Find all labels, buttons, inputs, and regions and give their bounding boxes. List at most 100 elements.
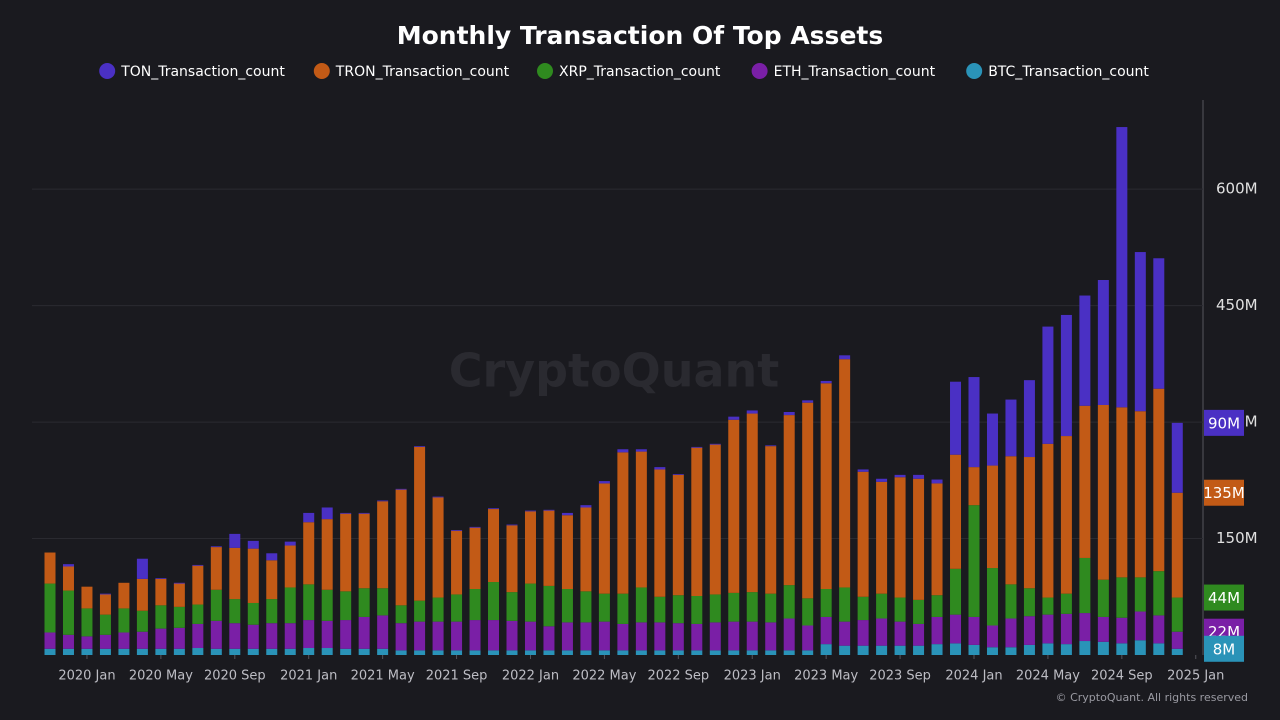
- bar-segment: [395, 488, 407, 490]
- bar-segment: [432, 496, 444, 498]
- bar-segment: [746, 410, 758, 414]
- bar-segment: [839, 645, 851, 655]
- bar-segment: [654, 650, 666, 655]
- bar-segment: [839, 359, 851, 588]
- bar-segment: [931, 616, 943, 645]
- bar-segment: [1153, 571, 1165, 616]
- bar-segment: [1042, 326, 1054, 444]
- bar-segment: [561, 650, 573, 655]
- bar-segment: [247, 648, 259, 655]
- bar-segment: [691, 446, 703, 448]
- bar-segment: [857, 471, 869, 597]
- bar-segment: [1153, 643, 1165, 655]
- bar-segment: [1042, 443, 1054, 598]
- bar-segment: [451, 650, 463, 655]
- bar-segment: [506, 650, 518, 655]
- bar-segment: [469, 650, 481, 655]
- bar-segment: [1023, 380, 1035, 458]
- bar-segment: [469, 527, 481, 590]
- bar-segment: [876, 481, 888, 594]
- bar-segment: [950, 568, 962, 615]
- y-tick-label: 600M: [1216, 180, 1258, 198]
- bar-segment: [173, 648, 185, 655]
- bar-segment: [377, 500, 389, 502]
- bar-segment: [395, 623, 407, 651]
- bar-segment: [1060, 613, 1072, 645]
- legend-marker: [966, 63, 983, 79]
- bar-segment: [155, 605, 167, 629]
- bar-segment: [524, 510, 536, 512]
- bar-segment: [340, 620, 352, 649]
- bar-segment: [783, 411, 795, 416]
- bar-segment: [321, 507, 333, 520]
- bar-segment: [728, 419, 740, 593]
- bar-segment: [617, 623, 629, 651]
- bar-segment: [1023, 588, 1035, 617]
- bar-segment: [968, 505, 980, 617]
- bar-segment: [931, 644, 943, 655]
- bar-segment: [709, 622, 721, 651]
- bar-segment: [229, 599, 241, 624]
- bar-segment: [765, 593, 777, 623]
- bar-segment: [802, 598, 814, 626]
- bar-segment: [1116, 617, 1128, 644]
- bar-segment: [451, 621, 463, 651]
- bar-segment: [1153, 258, 1165, 389]
- bar-segment: [617, 593, 629, 624]
- x-tick-label: 2023 May: [794, 669, 858, 684]
- bar-segment: [986, 413, 998, 466]
- bar-segment: [173, 583, 185, 607]
- bar-segment: [266, 560, 278, 600]
- bar-segment: [1079, 557, 1091, 614]
- bar-segment: [672, 474, 684, 475]
- bar-segment: [62, 634, 74, 649]
- bar-segment: [358, 512, 370, 514]
- bar-segment: [1079, 405, 1091, 558]
- bar-segment: [284, 541, 296, 546]
- bar-segment: [728, 592, 740, 622]
- bar-segment: [1134, 611, 1146, 641]
- x-tick-label: 2023 Jan: [724, 669, 781, 684]
- bar-segment: [968, 467, 980, 506]
- bar-segment: [321, 620, 333, 649]
- badge-bg: [1204, 635, 1244, 662]
- bar-segment: [635, 449, 647, 452]
- bar-segment: [377, 501, 389, 589]
- bar-segment: [266, 599, 278, 624]
- bar-segment: [469, 526, 481, 528]
- bar-segment: [931, 479, 943, 484]
- bar-segment: [1134, 640, 1146, 655]
- bar-segment: [820, 589, 832, 617]
- bar-segment: [839, 355, 851, 360]
- bar-segment: [488, 509, 500, 583]
- x-tick-label: 2023 Sep: [869, 669, 931, 684]
- bar-segment: [931, 483, 943, 596]
- bar-segment: [709, 444, 721, 595]
- bar-segment: [62, 590, 74, 635]
- bar-segment: [377, 648, 389, 655]
- bar-segment: [358, 513, 370, 589]
- bar-segment: [1134, 411, 1146, 578]
- bar-segment: [894, 477, 906, 598]
- bar-segment: [820, 383, 832, 590]
- bar-segment: [340, 648, 352, 655]
- bar-segment: [1060, 644, 1072, 655]
- bar-segment: [894, 597, 906, 622]
- bar-segment: [395, 650, 407, 655]
- bar-segment: [81, 586, 93, 609]
- bar-segment: [802, 402, 814, 599]
- badge-label: 135M: [1203, 484, 1245, 502]
- bar-segment: [950, 381, 962, 455]
- bar-segment: [284, 545, 296, 588]
- bar-segment: [1023, 457, 1035, 589]
- bar-segment: [1060, 436, 1072, 594]
- badge-label: 90M: [1208, 414, 1240, 432]
- x-tick-label: 2020 Sep: [204, 669, 266, 684]
- bar-segment: [469, 589, 481, 621]
- bar-segment: [728, 621, 740, 651]
- bar-segment: [1079, 641, 1091, 655]
- bar-segment: [580, 591, 592, 623]
- y-tick-label: 450M: [1216, 296, 1258, 314]
- bar-segment: [340, 513, 352, 592]
- bar-segment: [1134, 577, 1146, 612]
